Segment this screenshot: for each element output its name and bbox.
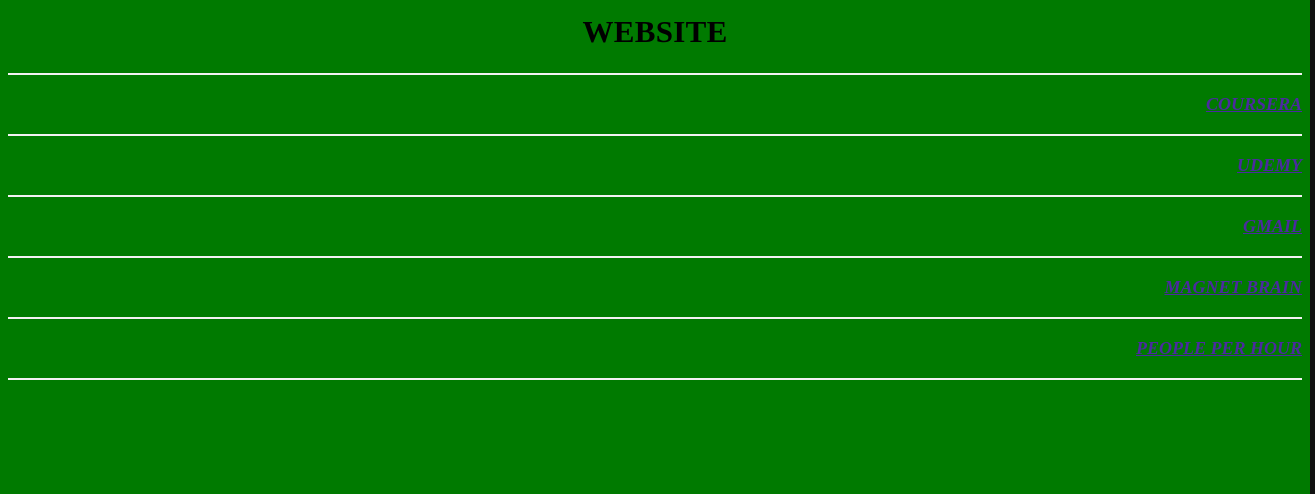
page-title: WEBSITE (582, 14, 728, 49)
link-row-udemy: UDEMY (8, 136, 1302, 195)
people-per-hour-link[interactable]: PEOPLE PER HOUR (1135, 338, 1302, 358)
link-row-magnet-brain: MAGNET BRAIN (8, 258, 1302, 317)
divider (8, 317, 1302, 319)
link-row-coursera: COURSERA (8, 75, 1302, 134)
link-row-gmail: GMAIL (8, 197, 1302, 256)
divider (8, 134, 1302, 136)
gmail-link[interactable]: GMAIL (1242, 216, 1302, 236)
udemy-link[interactable]: UDEMY (1236, 155, 1302, 175)
divider (8, 256, 1302, 258)
divider (8, 195, 1302, 197)
divider (8, 378, 1302, 380)
link-row-people-per-hour: PEOPLE PER HOUR (8, 319, 1302, 378)
magnet-brain-link[interactable]: MAGNET BRAIN (1164, 277, 1302, 297)
coursera-link[interactable]: COURSERA (1205, 94, 1302, 114)
divider (8, 73, 1302, 75)
